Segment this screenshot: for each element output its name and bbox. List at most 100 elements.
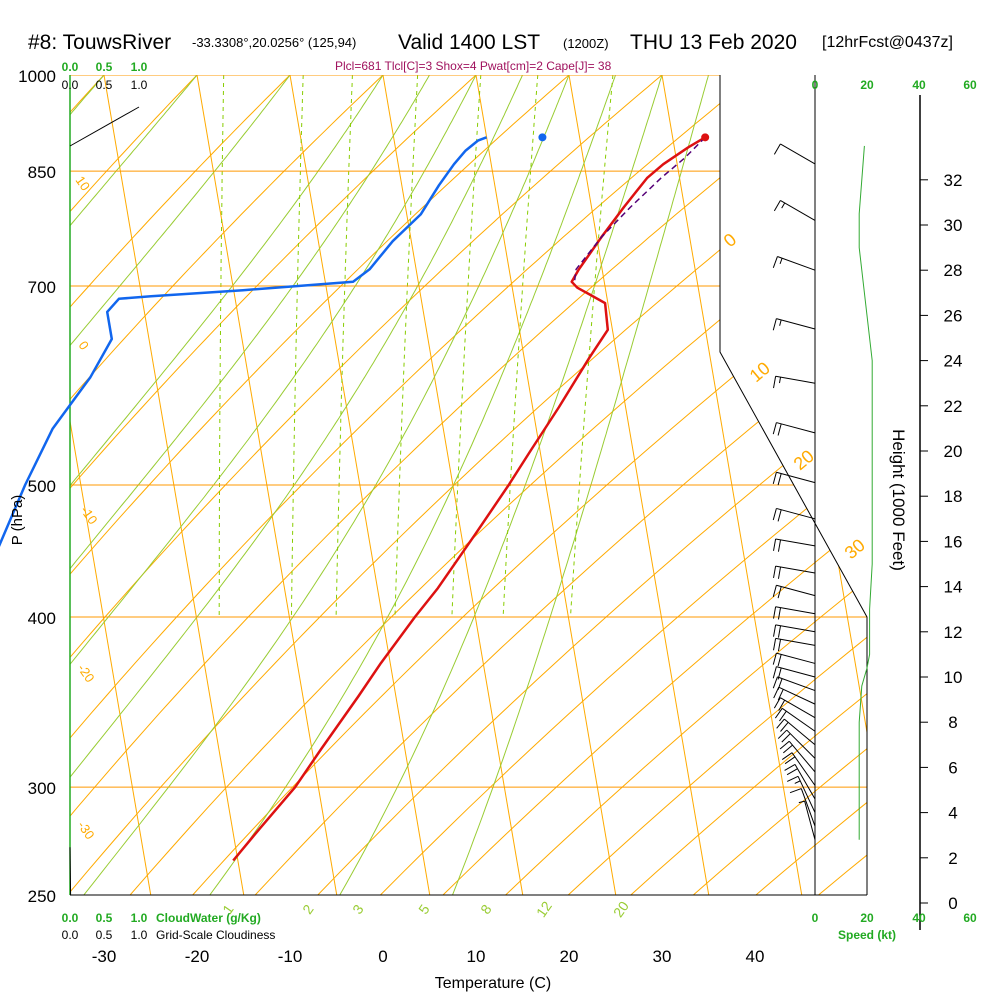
wind-barb-feather [786,768,798,776]
surface-dewpoint-dot [538,133,547,142]
wind-barb [772,652,816,667]
x-tick-label: 20 [560,947,579,966]
moist-adiabat-line [83,75,570,895]
wind-barb-feather [777,639,782,652]
wind-barb-staff [777,676,816,692]
moist-adiabat-line [70,75,523,895]
wind-barb-feather [777,509,782,522]
wind-barb-feather [780,721,789,732]
wind-barb-feather [798,800,805,804]
wind-barb-feather [779,258,783,265]
mixing-ratio-line [291,75,304,618]
moist-adiabat-line [339,75,663,895]
moist-adiabat-lines [70,75,709,895]
wind-barb [773,200,816,221]
speed-top-tick: 0 [812,78,819,92]
wind-barb-feather [772,652,777,665]
dry-adiabat-line [505,75,867,895]
speed-bottom-tick: 20 [860,911,874,925]
bottom-cloudiness-tick: 1.0 [131,928,148,942]
forecast-date: THU 13 Feb 2020 [630,31,797,54]
wind-barb-feather [773,200,781,212]
parcel-profile [573,136,706,282]
moist-adiabat-line [70,75,198,895]
wind-barb-staff [776,507,816,520]
isotherm-label: 20 [790,446,818,474]
top-cloudwater-tick: 0.5 [96,60,113,74]
wind-speed-profile [858,145,873,840]
bottom-cloudwater-tick: 0.0 [62,911,79,925]
wind-barb-staff [804,800,816,840]
dry-adiabat-line [0,75,11,895]
wind-barb-feather [782,744,793,754]
dry-adiabat-line [70,75,198,895]
top-cloudiness-tick: 0.5 [96,78,113,92]
wind-barb [772,471,816,486]
isobar-lines [70,75,867,895]
wind-barb-feather [773,538,777,551]
height-tick-label: 30 [944,216,963,235]
wind-barb-feather [774,708,783,719]
pressure-tick-label: 1000 [18,67,56,86]
wind-barb-feather [778,699,786,711]
height-tick-label: 8 [948,713,957,732]
cloudwater-label: CloudWater (g/Kg) [156,911,261,925]
wind-barb-staff [776,422,816,434]
wind-barb-feather [772,472,777,485]
bottom-cloudwater-tick: 0.5 [96,911,113,925]
wind-barb [787,775,816,813]
wind-barb-staff [775,375,816,384]
mixing-ratio-line [218,75,225,617]
wind-barb-feather [776,718,785,729]
speed-bottom-tick: 0 [812,911,819,925]
bottom-cloudiness-tick: 0.5 [96,928,113,942]
wind-barb-feather [772,422,777,435]
wind-barb-feather [778,377,782,384]
pressure-tick-label: 850 [28,163,56,182]
wind-barb [777,729,816,759]
wind-barb [773,697,816,719]
speed-axis-label: Speed (kt) [838,928,896,942]
height-tick-label: 22 [944,397,963,416]
sounding-parameters: Plcl=681 Tlcl[C]=3 Shox=4 Pwat[cm]=2 Cap… [335,59,612,73]
pressure-tick-label: 400 [28,609,56,628]
x-tick-label: -20 [185,947,210,966]
pressure-tick-label: 700 [28,278,56,297]
x-tick-label: -30 [92,947,117,966]
mixing-ratio-lines [218,75,614,618]
wind-barb-feather [779,740,790,750]
wind-barb-feather [773,143,781,155]
y-axis-label: P (hPa) [9,495,26,546]
plot-boundary [719,75,868,895]
dry-adiabat-line [380,75,867,895]
sounding-profiles [0,133,710,862]
dry-adiabat-line [70,75,570,895]
wind-barb [772,507,816,522]
wind-barb-feather [773,566,777,578]
cloudiness-label: Grid-Scale Cloudiness [156,928,275,942]
height-tick-label: 16 [944,532,963,551]
wind-barb-staff [776,584,816,597]
wind-barb-feather [779,710,787,722]
top-cloudiness-tick: 0.0 [62,78,79,92]
wind-barb-feather [777,654,782,667]
wind-barb-feather [773,697,781,709]
wind-barb-feather [773,638,777,651]
mixing-ratio-label: 2 [299,901,317,917]
wind-barb-staff [775,606,816,615]
station-name: #8: TouwsRiver [28,31,172,54]
wind-barb [773,624,816,638]
mixing-ratio-label: 8 [477,901,495,917]
wind-barb-staff [781,707,816,732]
dry-adiabat-line [70,75,663,895]
isotherm-label: 30 [841,535,869,563]
wind-barb-feather [773,606,777,619]
isotherm-label: -20 [75,661,98,685]
dry-adiabat-line [70,75,384,895]
mixing-ratio-label: 20 [610,898,632,920]
chart-frame [69,75,921,930]
wind-barb-feather [777,625,782,638]
wind-barb [772,422,816,436]
dry-adiabat-line [567,75,867,895]
